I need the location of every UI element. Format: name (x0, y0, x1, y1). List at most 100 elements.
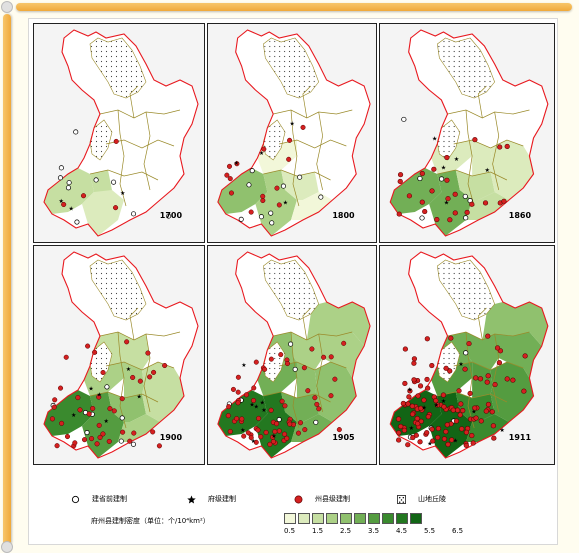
ramp-swatch (284, 513, 296, 524)
density-region (455, 170, 495, 200)
prefecture-settlement: ★ (103, 418, 108, 425)
county-settlement (429, 188, 435, 194)
county-settlement (234, 161, 240, 167)
county-settlement (295, 430, 302, 436)
county-settlement (251, 385, 257, 391)
density-region (124, 362, 144, 398)
density-region (291, 332, 323, 370)
county-settlement (401, 427, 408, 433)
county-settlement (312, 395, 318, 401)
internal-boundary (129, 307, 139, 341)
county-settlement (415, 393, 421, 399)
county-settlement (407, 388, 413, 394)
legend-label-county: 州县级建制 (315, 495, 350, 503)
outer-boundary (389, 251, 549, 459)
county-settlement (316, 406, 322, 412)
county-settlement (235, 389, 241, 395)
prefecture-settlement: ★ (260, 400, 265, 407)
density-region (482, 302, 548, 346)
map-panel-1911: ★ ★ ★ ★ ★ ★ ★ ★ ★ ★ 1911 (379, 245, 555, 465)
internal-boundary (316, 111, 323, 191)
county-settlement (150, 429, 156, 435)
county-settlement (494, 345, 501, 351)
county-settlement (417, 383, 424, 389)
internal-boundary (99, 331, 181, 341)
county-settlement (444, 177, 450, 183)
county-settlement (497, 144, 503, 150)
internal-boundary (263, 391, 331, 403)
county-settlement (444, 154, 450, 161)
county-settlement (261, 146, 267, 152)
county-settlement (422, 209, 428, 215)
county-settlement (483, 408, 489, 414)
county-settlement (405, 401, 411, 407)
county-settlement (239, 416, 245, 422)
county-settlement (485, 373, 491, 379)
density-region (465, 192, 509, 220)
county-settlement (450, 407, 456, 413)
county-settlement (406, 394, 412, 400)
internal-boundary (453, 361, 524, 371)
county-settlement (267, 441, 273, 447)
internal-boundary (302, 307, 312, 341)
slide-top-decoration (16, 3, 572, 11)
county-settlement (227, 428, 233, 435)
prefecture-settlement: ★ (88, 385, 93, 392)
county-settlement (441, 436, 448, 442)
county-settlement (225, 413, 231, 419)
map-panel-1900: ★ ★ ★ ★ ★ ★ 1900 (33, 245, 205, 465)
county-settlement (521, 388, 527, 394)
corner-dot-top (1, 1, 13, 13)
ramp-tick-label: 3.5 (368, 527, 380, 535)
county-settlement (282, 403, 288, 409)
county-settlement (472, 137, 478, 143)
county-settlement (258, 434, 264, 440)
county-settlement (278, 352, 284, 358)
pre-province-settlement (74, 219, 80, 225)
county-settlement (445, 196, 451, 202)
prefecture-settlement: ★ (251, 438, 256, 445)
county-settlement (463, 442, 469, 448)
county-settlement (113, 138, 119, 144)
county-settlement (106, 438, 112, 444)
density-region (118, 414, 160, 442)
county-settlement (137, 378, 143, 384)
county-settlement (457, 412, 463, 418)
internal-boundary (290, 331, 300, 429)
county-settlement (52, 397, 58, 403)
legend-label-hills: 山地丘陵 (418, 495, 446, 503)
internal-boundary (453, 139, 524, 149)
prefecture-settlement: ★ (240, 427, 245, 434)
county-settlement (485, 333, 491, 339)
ramp-tick-label: 6.5 (452, 527, 464, 535)
internal-boundary (447, 109, 530, 119)
county-settlement (309, 346, 315, 352)
county-settlement (504, 376, 510, 382)
prefecture-settlement: ★ (471, 408, 477, 415)
county-settlement (81, 437, 88, 443)
map-svg: ★★★★★★★★★★ (389, 251, 549, 459)
county-settlement (85, 343, 91, 349)
county-settlement (314, 401, 320, 407)
county-settlement (456, 388, 462, 394)
internal-boundary (290, 109, 300, 207)
legend-item-county: 州县级建制 (294, 494, 350, 504)
density-tick-labels: 0.5 1.5 2.5 3.5 4.5 5.5 6.5 (284, 527, 474, 537)
year-label: 1911 (508, 433, 532, 443)
internal-boundary (89, 169, 159, 181)
county-settlement (145, 350, 151, 356)
county-settlement (286, 156, 292, 162)
outer-boundary (43, 29, 199, 237)
density-region (429, 412, 473, 458)
internal-boundary (279, 361, 347, 371)
county-settlement (444, 422, 450, 428)
county-settlement (341, 340, 347, 346)
county-settlement (435, 434, 441, 441)
pre-province-settlement (292, 366, 298, 372)
county-settlement (396, 437, 402, 443)
density-region (429, 190, 473, 236)
dotted-square-icon (397, 494, 406, 504)
density-region (281, 392, 319, 422)
county-settlement (287, 137, 293, 143)
county-settlement (276, 202, 282, 208)
